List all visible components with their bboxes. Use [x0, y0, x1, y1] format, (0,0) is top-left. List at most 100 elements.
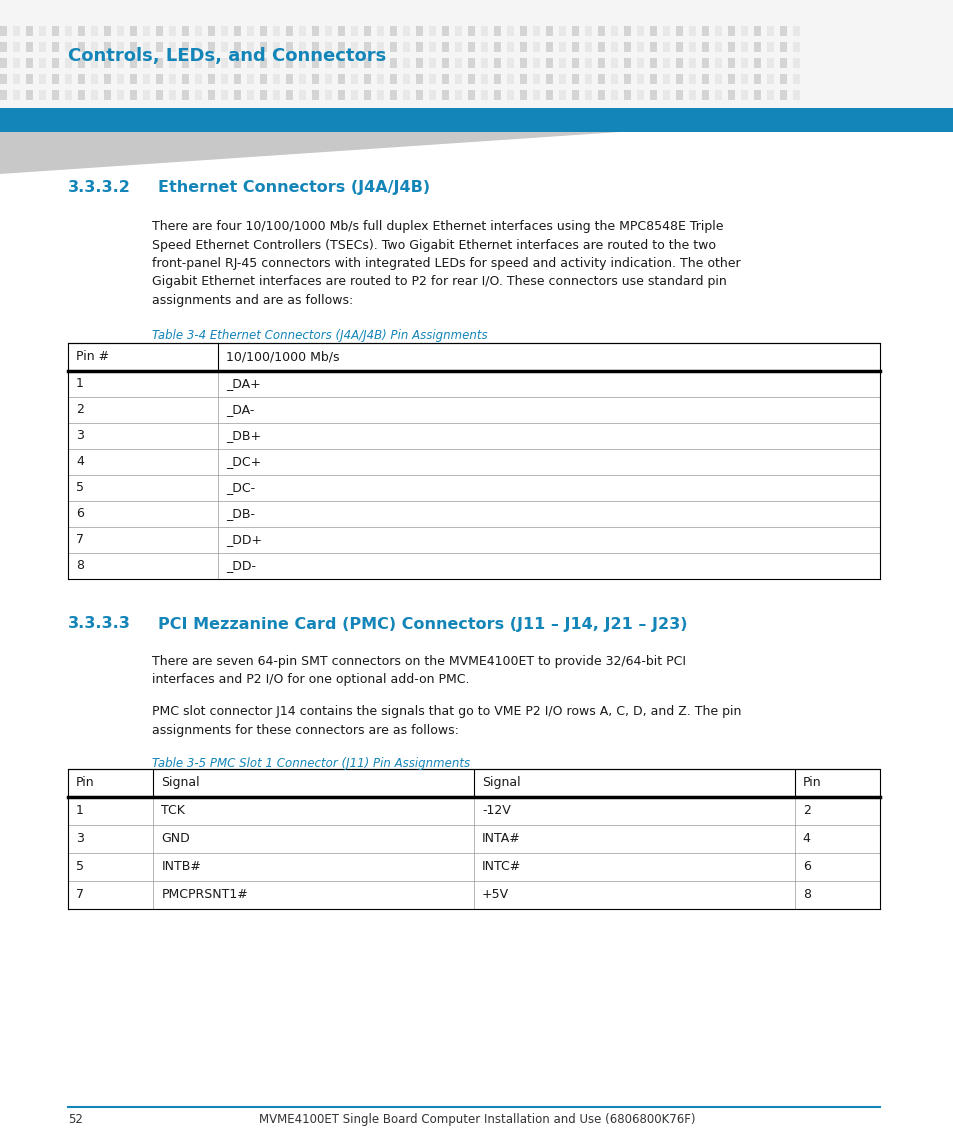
Bar [610, 26, 618, 35]
Bar [364, 58, 371, 68]
Bar [455, 42, 461, 52]
Bar [780, 74, 786, 84]
Bar [247, 42, 253, 52]
Bar [337, 42, 345, 52]
Bar [260, 26, 267, 35]
Bar [208, 42, 214, 52]
Bar [701, 42, 708, 52]
Bar [68, 342, 879, 371]
Bar [68, 500, 879, 527]
Bar [156, 74, 163, 84]
Text: _DC-: _DC- [226, 481, 255, 493]
Bar [584, 42, 592, 52]
Text: interfaces and P2 I/O for one optional add-on PMC.: interfaces and P2 I/O for one optional a… [152, 673, 469, 686]
Bar [91, 74, 98, 84]
Bar [65, 74, 71, 84]
Text: 6: 6 [801, 860, 810, 872]
Bar [143, 26, 150, 35]
Bar [130, 26, 137, 35]
Bar [480, 90, 488, 100]
Bar [468, 74, 475, 84]
Bar [286, 90, 293, 100]
Bar [91, 58, 98, 68]
Bar [533, 58, 539, 68]
Bar [792, 26, 800, 35]
Bar [727, 58, 734, 68]
Text: 5: 5 [76, 481, 84, 493]
Bar [572, 26, 578, 35]
Bar [247, 26, 253, 35]
Bar [701, 58, 708, 68]
Bar [623, 90, 630, 100]
Bar [740, 26, 747, 35]
Bar [208, 58, 214, 68]
Bar [91, 90, 98, 100]
Bar [376, 26, 384, 35]
Bar [519, 42, 526, 52]
Bar [208, 90, 214, 100]
Bar [91, 42, 98, 52]
Bar [792, 74, 800, 84]
Bar [402, 26, 410, 35]
Bar [325, 26, 332, 35]
Bar [455, 58, 461, 68]
Bar [572, 74, 578, 84]
Bar [701, 26, 708, 35]
Bar [194, 42, 202, 52]
Text: _DB+: _DB+ [226, 429, 261, 442]
Text: _DB-: _DB- [226, 507, 255, 520]
Text: Pin #: Pin # [76, 350, 109, 363]
Bar [312, 74, 318, 84]
Text: +5V: +5V [481, 889, 509, 901]
Bar [351, 42, 357, 52]
Text: 1: 1 [76, 377, 84, 390]
Bar [260, 90, 267, 100]
Bar [325, 58, 332, 68]
Text: _DA-: _DA- [226, 403, 254, 416]
Bar [273, 26, 280, 35]
Bar [637, 26, 643, 35]
Bar [194, 74, 202, 84]
Bar [68, 527, 879, 553]
Text: 3: 3 [76, 832, 84, 845]
Bar [441, 26, 449, 35]
Bar [727, 26, 734, 35]
Text: 8: 8 [801, 889, 810, 901]
Bar [117, 74, 124, 84]
Bar [649, 26, 657, 35]
Bar [26, 58, 33, 68]
Bar [65, 90, 71, 100]
Bar [221, 26, 228, 35]
Bar [662, 42, 669, 52]
Bar [637, 58, 643, 68]
Bar [558, 90, 565, 100]
Bar [117, 58, 124, 68]
Bar [429, 74, 436, 84]
Bar [26, 74, 33, 84]
Bar [351, 26, 357, 35]
Text: 3.3.3.3: 3.3.3.3 [68, 616, 131, 632]
Bar [143, 58, 150, 68]
Bar [376, 42, 384, 52]
Bar [676, 58, 682, 68]
Bar [766, 90, 773, 100]
Bar [727, 90, 734, 100]
Bar [780, 58, 786, 68]
Bar [208, 74, 214, 84]
Bar [766, 74, 773, 84]
Bar [68, 881, 879, 908]
Bar [545, 90, 553, 100]
Text: INTC#: INTC# [481, 860, 520, 872]
Bar [0, 108, 953, 132]
Bar [233, 42, 241, 52]
Bar [441, 42, 449, 52]
Bar [156, 26, 163, 35]
Bar [390, 58, 396, 68]
Bar [182, 74, 189, 84]
Bar [0, 26, 7, 35]
Text: INTB#: INTB# [161, 860, 201, 872]
Bar [78, 90, 85, 100]
Bar [533, 26, 539, 35]
Text: TCK: TCK [161, 804, 185, 818]
Bar [298, 74, 306, 84]
